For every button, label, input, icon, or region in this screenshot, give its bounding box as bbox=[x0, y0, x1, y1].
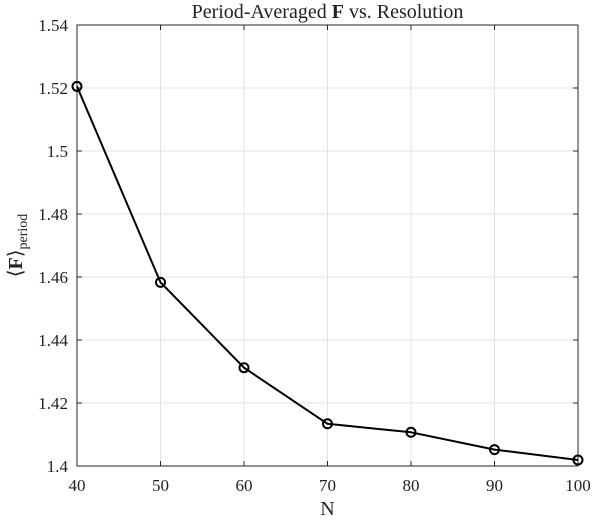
title-bold-symbol: F bbox=[332, 1, 344, 23]
y-tick-label: 1.44 bbox=[38, 331, 68, 350]
y-tick-label: 1.5 bbox=[47, 142, 68, 161]
data-point-marker bbox=[322, 418, 333, 430]
tick-marks bbox=[76, 24, 579, 467]
y-tick-label: 1.42 bbox=[38, 394, 68, 413]
grid-lines bbox=[76, 24, 579, 467]
y-label-open-bracket: ⟨ bbox=[5, 269, 27, 277]
data-series bbox=[71, 80, 584, 466]
y-tick-label: 1.4 bbox=[47, 457, 69, 476]
data-point-marker bbox=[489, 444, 500, 456]
x-tick-label: 50 bbox=[152, 476, 169, 495]
title-suffix: vs. Resolution bbox=[344, 1, 463, 23]
title-prefix: Period-Averaged bbox=[192, 1, 332, 23]
y-tick-label: 1.48 bbox=[38, 205, 68, 224]
x-axis-label: N bbox=[320, 498, 334, 520]
x-tick-label: 100 bbox=[565, 476, 591, 495]
data-point-marker bbox=[405, 426, 417, 438]
data-point-marker bbox=[155, 276, 166, 288]
y-label-close-bracket: ⟩ bbox=[5, 249, 27, 257]
series-line bbox=[76, 86, 579, 462]
y-label-subscript: period bbox=[16, 214, 31, 250]
x-tick-label: 90 bbox=[486, 476, 503, 495]
tick-labels: 40 50 60 70 80 90 100 1.4 1.42 1.44 1.46 1.48 1.5 1.5… bbox=[38, 16, 591, 495]
chart-title: Period-Averaged F vs. Resolution bbox=[192, 1, 464, 23]
data-point-marker bbox=[71, 80, 83, 92]
y-tick-label: 1.54 bbox=[38, 16, 68, 35]
x-tick-label: 40 bbox=[69, 476, 86, 495]
data-point-marker bbox=[238, 362, 250, 374]
y-label-bold-symbol: F bbox=[5, 257, 27, 269]
y-axis-label: ⟨F⟩period bbox=[5, 214, 31, 278]
y-tick-label: 1.46 bbox=[38, 268, 68, 287]
x-tick-label: 60 bbox=[236, 476, 253, 495]
data-point-marker bbox=[572, 454, 584, 466]
x-tick-label: 80 bbox=[403, 476, 420, 495]
x-tick-label: 70 bbox=[319, 476, 336, 495]
y-tick-label: 1.52 bbox=[38, 79, 68, 98]
